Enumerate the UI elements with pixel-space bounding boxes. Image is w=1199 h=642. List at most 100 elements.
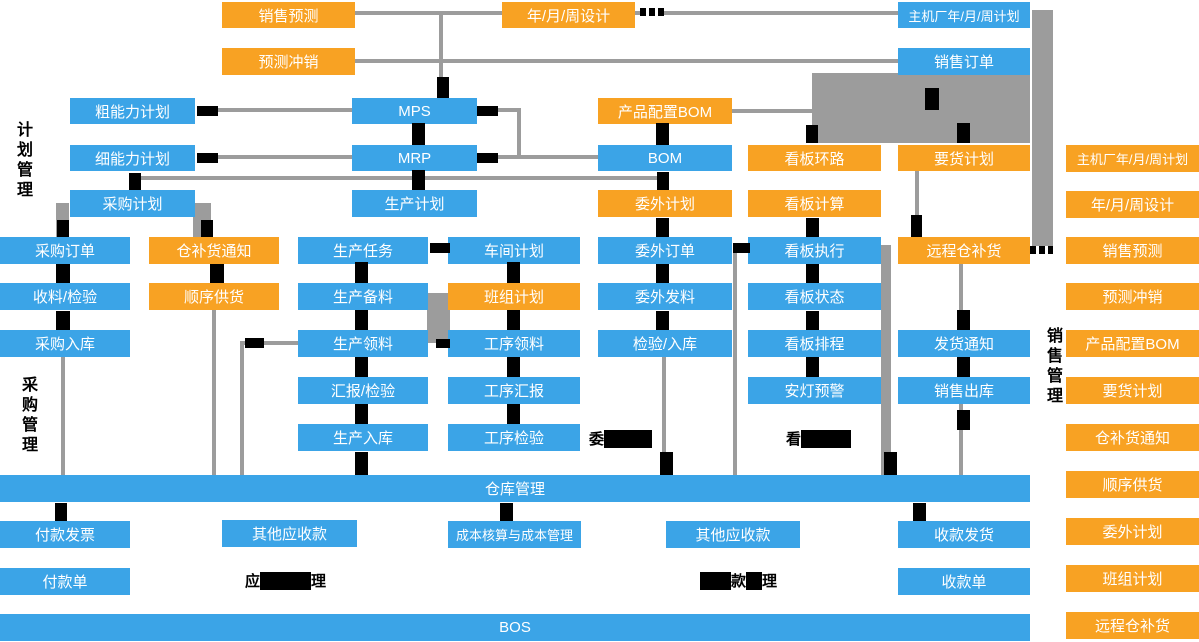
connector-node bbox=[657, 172, 669, 190]
connector-node bbox=[957, 357, 970, 377]
connector-node bbox=[660, 452, 673, 475]
node-sales-forecast: 销售预测 bbox=[222, 2, 355, 28]
connector-line bbox=[635, 11, 898, 15]
connector-line bbox=[959, 404, 963, 475]
node-year-month-week-design: 年/月/周设计 bbox=[502, 2, 635, 28]
node-process-report: 工序汇报 bbox=[448, 377, 580, 404]
node-rough-capacity-plan: 粗能力计划 bbox=[70, 98, 195, 124]
connector-line bbox=[427, 293, 450, 343]
connector-line bbox=[240, 341, 244, 475]
node-production-task: 生产任务 bbox=[298, 237, 428, 264]
node-warehouse-mgmt: 仓库管理 bbox=[0, 475, 1030, 502]
connector-node bbox=[957, 310, 970, 330]
connector-line bbox=[355, 11, 502, 15]
node-sales-outbound: 销售出库 bbox=[898, 377, 1030, 404]
node-outsourcing-plan: 委外计划 bbox=[598, 190, 732, 217]
kanban-mgmt-label: 看 bbox=[786, 429, 852, 448]
connector-node bbox=[957, 123, 970, 143]
connector-node bbox=[957, 410, 970, 430]
connector-line bbox=[133, 176, 664, 180]
connector-node bbox=[656, 311, 669, 330]
redaction-bar bbox=[604, 429, 653, 448]
connector-node bbox=[55, 503, 67, 521]
section-label-sales-mgmt: 销售管理 bbox=[1044, 327, 1061, 407]
connector-node bbox=[197, 153, 218, 163]
receivables-mgmt-label: 款理 bbox=[700, 571, 777, 590]
connector-line bbox=[477, 108, 521, 112]
connector-node bbox=[507, 357, 520, 377]
connector-node bbox=[913, 503, 926, 521]
connector-node bbox=[507, 262, 520, 283]
annotation-text: 委 bbox=[589, 431, 605, 448]
connector-node bbox=[806, 264, 819, 283]
connector-node bbox=[436, 339, 450, 348]
section-label-purchasing-mgmt: 采购管理 bbox=[19, 376, 36, 456]
connector-node bbox=[477, 106, 498, 116]
redaction-bar bbox=[746, 571, 763, 590]
node-purchase-inbound: 采购入库 bbox=[0, 330, 130, 357]
node-other-receivables-2: 其他应收款 bbox=[666, 521, 800, 548]
outsourcing-mgmt-label: 委 bbox=[589, 429, 653, 448]
connector-node bbox=[57, 220, 69, 237]
node-receipt-slip: 收款单 bbox=[898, 568, 1030, 595]
node-product-config-bom: 产品配置BOM bbox=[598, 98, 732, 124]
connector-node bbox=[56, 264, 70, 283]
node-receipt-delivery: 收款发货 bbox=[898, 521, 1030, 548]
node-receive-inspect: 收料/检验 bbox=[0, 283, 130, 310]
node-payment-invoice: 付款发票 bbox=[0, 521, 130, 548]
node-outsourcing-issue: 委外发料 bbox=[598, 283, 732, 310]
connector-node bbox=[355, 404, 368, 424]
node-purchase-plan: 采购计划 bbox=[70, 190, 195, 217]
redaction-bar bbox=[260, 571, 312, 590]
connector-node bbox=[201, 220, 213, 237]
node-payment-slip: 付款单 bbox=[0, 568, 130, 595]
connector-line bbox=[212, 310, 216, 475]
connector-node bbox=[197, 106, 218, 116]
node-production-issue: 生产领料 bbox=[298, 330, 428, 357]
node-demand-plan: 要货计划 bbox=[898, 145, 1030, 171]
connector-node bbox=[884, 452, 897, 475]
node-outsourcing-order: 委外订单 bbox=[598, 237, 732, 264]
connector-node bbox=[911, 215, 922, 237]
annotation-text: 款 bbox=[731, 573, 747, 590]
node-oem-year-month-week-plan: 主机厂年/月/周计划 bbox=[898, 2, 1030, 28]
gray-region bbox=[812, 73, 1030, 143]
node-rc-team-plan: 班组计划 bbox=[1066, 565, 1199, 592]
annotation-text: 理 bbox=[311, 573, 327, 590]
payables-mgmt-label: 应理 bbox=[245, 571, 326, 590]
connector-line bbox=[733, 250, 737, 475]
connector-node bbox=[656, 218, 669, 237]
node-fine-capacity-plan: 细能力计划 bbox=[70, 145, 195, 171]
connector-node bbox=[430, 243, 450, 253]
node-report-inspect: 汇报/检验 bbox=[298, 377, 428, 404]
node-bom: BOM bbox=[598, 145, 732, 171]
node-workshop-plan: 车间计划 bbox=[448, 237, 580, 264]
connector-line bbox=[732, 109, 812, 113]
node-purchase-order: 采购订单 bbox=[0, 237, 130, 264]
node-production-prepare: 生产备料 bbox=[298, 283, 428, 310]
node-inspect-inbound: 检验/入库 bbox=[598, 330, 732, 357]
connector-node bbox=[640, 8, 664, 16]
node-delivery-notice: 发货通知 bbox=[898, 330, 1030, 357]
connector-node bbox=[412, 170, 425, 190]
connector-line bbox=[61, 357, 65, 475]
connector-line bbox=[517, 108, 521, 159]
node-cost-accounting: 成本核算与成本管理 bbox=[448, 521, 581, 548]
redaction-bar bbox=[801, 429, 852, 448]
connector-node bbox=[56, 311, 70, 330]
node-kanban-status: 看板状态 bbox=[748, 283, 881, 310]
node-warehouse-replenish-notice: 仓补货通知 bbox=[149, 237, 279, 264]
node-sequence-supply: 顺序供货 bbox=[149, 283, 279, 310]
node-production-inbound: 生产入库 bbox=[298, 424, 428, 451]
connector-line bbox=[217, 108, 353, 112]
connector-node bbox=[437, 77, 449, 98]
node-rc-year-month-week-design: 年/月/周设计 bbox=[1066, 191, 1199, 218]
node-forecast-offset: 预测冲销 bbox=[222, 48, 355, 75]
node-kanban-calc: 看板计算 bbox=[748, 190, 881, 217]
node-remote-warehouse-replenish: 远程仓补货 bbox=[898, 237, 1030, 264]
connector-node bbox=[733, 243, 750, 253]
node-mps: MPS bbox=[352, 98, 477, 124]
node-process-issue: 工序领料 bbox=[448, 330, 580, 357]
connector-line bbox=[915, 170, 919, 237]
connector-node bbox=[210, 264, 224, 283]
